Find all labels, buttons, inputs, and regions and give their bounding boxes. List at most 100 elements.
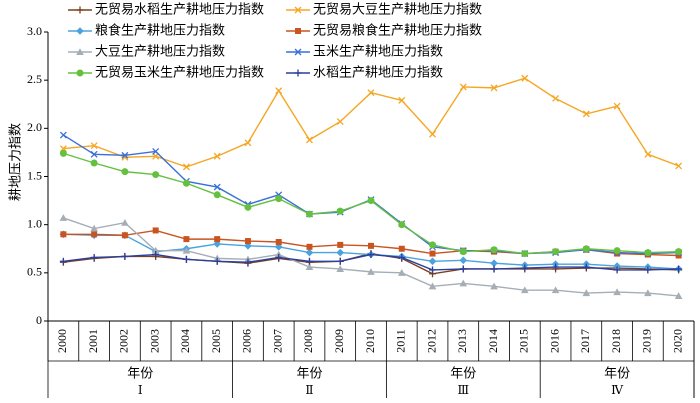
legend-label: 无贸易水稻生产耕地压力指数 <box>95 2 264 18</box>
data-point <box>675 252 682 259</box>
data-point <box>675 248 683 256</box>
data-point <box>582 263 590 271</box>
data-point <box>336 118 344 126</box>
x-tick-label: 2001 <box>86 329 100 353</box>
y-tick-label: 0.5 <box>27 265 42 279</box>
x-tick-label: 2008 <box>301 329 315 353</box>
x-tick-label: 2000 <box>55 329 69 353</box>
data-point <box>59 131 67 139</box>
x-tick-label: 2007 <box>270 329 284 353</box>
data-point <box>428 257 437 266</box>
legend-item: 粮食生产耕地压力指数 <box>68 23 225 39</box>
data-point <box>60 231 67 238</box>
data-point <box>213 152 221 160</box>
legend-label: 玉米生产耕地压力指数 <box>313 44 443 60</box>
data-point <box>674 292 683 299</box>
data-point <box>521 250 529 258</box>
data-point <box>275 253 283 261</box>
data-point <box>213 257 221 265</box>
data-point <box>76 6 84 14</box>
data-point <box>244 242 252 250</box>
data-point <box>244 139 252 147</box>
data-point <box>275 87 283 95</box>
x-tick-label: 2005 <box>209 329 223 353</box>
legend-item: 玉米生产耕地压力指数 <box>286 44 443 60</box>
x-tick-label: 2018 <box>609 329 623 353</box>
data-point <box>459 265 467 273</box>
data-point <box>121 168 129 176</box>
x-axis: 2000 2001 2002 2003 2004 2005 2006 2007 2008 2009… <box>47 320 695 398</box>
data-point <box>76 48 84 55</box>
data-point <box>429 266 437 274</box>
data-point <box>59 149 67 157</box>
x-group-label: 年份 <box>604 367 630 382</box>
data-point <box>398 96 406 104</box>
data-point <box>367 251 375 259</box>
data-point <box>121 252 129 260</box>
y-tick-label: 2.5 <box>27 72 42 86</box>
data-point <box>398 253 406 261</box>
legend-item: 无贸易大豆生产耕地压力指数 <box>286 2 482 18</box>
x-tick-label: 2020 <box>670 329 684 353</box>
data-point <box>213 240 221 248</box>
data-point <box>521 74 529 82</box>
x-tick-label: 2003 <box>147 329 161 353</box>
x-group-label: 年份 <box>450 367 476 382</box>
data-point <box>613 288 621 296</box>
data-point <box>644 266 652 274</box>
x-tick-label: 2010 <box>363 329 377 353</box>
data-point <box>490 259 498 267</box>
x-group-period: Ⅱ <box>305 383 313 397</box>
data-point <box>294 69 302 77</box>
data-point <box>367 89 375 97</box>
x-tick-label: 2016 <box>547 329 561 353</box>
legend-label: 粮食生产耕地压力指数 <box>95 23 225 39</box>
y-tick-label: 2.0 <box>27 120 42 134</box>
data-point <box>613 247 621 255</box>
legend-item: 无贸易玉米生产耕地压力指数 <box>68 65 264 81</box>
data-point <box>490 282 498 290</box>
data-point <box>121 218 129 226</box>
data-point <box>613 266 621 274</box>
data-point <box>490 265 498 273</box>
x-tick-label: 2002 <box>117 329 131 353</box>
data-point <box>121 151 129 159</box>
series-line <box>63 77 679 168</box>
data-point <box>90 142 98 150</box>
data-point <box>552 248 560 256</box>
data-point <box>582 110 590 118</box>
x-tick-label: 2006 <box>240 329 254 353</box>
y-tick-label: 1.0 <box>27 216 42 230</box>
x-tick-label: 2019 <box>640 329 654 353</box>
legend-item: 水稻生产耕地压力指数 <box>286 65 443 81</box>
data-point <box>337 241 344 248</box>
data-point <box>367 197 375 205</box>
legend-label: 无贸易玉米生产耕地压力指数 <box>95 65 264 81</box>
data-point <box>90 159 98 167</box>
data-point <box>552 263 560 271</box>
data-point <box>613 102 621 110</box>
series-line <box>63 134 679 255</box>
x-tick-label: 2014 <box>486 329 500 353</box>
data-point <box>305 210 313 218</box>
data-point <box>76 27 84 35</box>
data-point <box>644 150 652 158</box>
legend-label: 无贸易粮食生产耕地压力指数 <box>313 23 482 39</box>
data-point <box>214 236 221 243</box>
data-point <box>152 227 159 234</box>
data-point <box>675 162 683 170</box>
data-point <box>183 236 190 243</box>
series-8 <box>59 251 683 274</box>
data-point <box>398 245 405 252</box>
x-tick-label: 2004 <box>178 329 192 353</box>
series-layer <box>59 74 683 299</box>
data-point <box>521 286 529 294</box>
data-point <box>336 207 344 215</box>
data-point <box>306 243 313 250</box>
x-group-period: Ⅲ <box>457 383 469 397</box>
data-point <box>397 269 406 276</box>
data-point <box>294 48 302 56</box>
legend-label: 水稻生产耕地压力指数 <box>313 65 443 81</box>
data-point <box>90 224 98 232</box>
